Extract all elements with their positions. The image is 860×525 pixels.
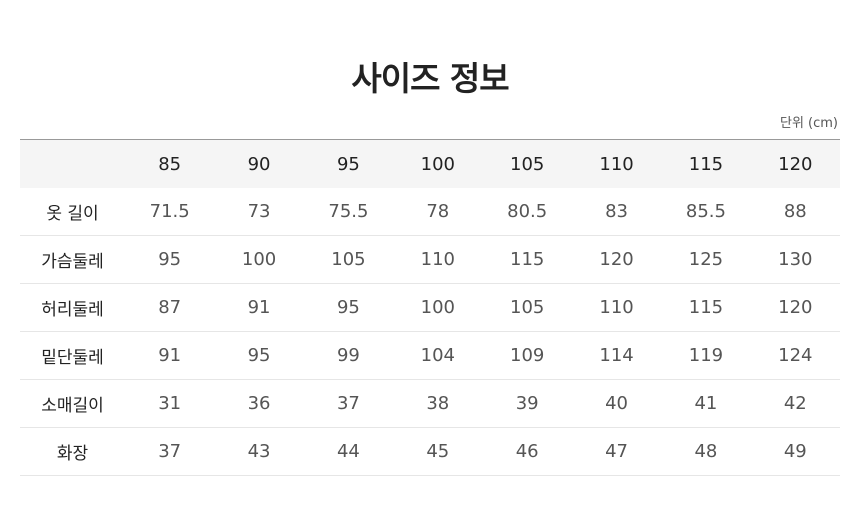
table-cell: 87 bbox=[125, 283, 215, 332]
table-cell: 40 bbox=[571, 379, 662, 428]
table-row: 화장 37 43 44 45 46 47 48 49 bbox=[20, 427, 840, 476]
unit-label: 단위 (cm) bbox=[779, 116, 838, 131]
table-cell: 47 bbox=[571, 427, 662, 476]
table-cell: 41 bbox=[661, 379, 751, 428]
size-header: 105 bbox=[510, 153, 545, 175]
size-header: 110 bbox=[599, 153, 634, 175]
table-cell: 48 bbox=[661, 427, 751, 476]
table-cell: 99 bbox=[303, 331, 394, 380]
table-cell: 100 bbox=[214, 235, 304, 284]
table-cell: 37 bbox=[303, 379, 394, 428]
header-empty-cell bbox=[20, 140, 125, 189]
table-cell: 80.5 bbox=[482, 188, 572, 236]
row-label: 가슴둘레 bbox=[20, 235, 125, 284]
table-cell: 95 bbox=[125, 235, 215, 284]
table-row: 옷 길이 71.5 73 75.5 78 80.5 83 85.5 88 bbox=[20, 188, 840, 236]
table-row: 허리둘레 87 91 95 100 105 110 115 120 bbox=[20, 283, 840, 332]
table-cell: 44 bbox=[303, 427, 394, 476]
table-cell: 119 bbox=[661, 331, 751, 380]
table-cell: 43 bbox=[214, 427, 304, 476]
table-cell: 95 bbox=[214, 331, 304, 380]
table-cell: 83 bbox=[571, 188, 662, 236]
table-cell: 46 bbox=[482, 427, 572, 476]
table-cell: 120 bbox=[750, 283, 840, 332]
size-header: 95 bbox=[336, 153, 360, 175]
table-cell: 36 bbox=[214, 379, 304, 428]
table-cell: 45 bbox=[393, 427, 483, 476]
table-cell: 115 bbox=[661, 283, 751, 332]
table-cell: 49 bbox=[750, 427, 840, 476]
table-cell: 114 bbox=[571, 331, 662, 380]
table-row: 밑단둘레 91 95 99 104 109 114 119 124 bbox=[20, 331, 840, 380]
table-cell: 115 bbox=[482, 235, 572, 284]
table-cell: 120 bbox=[571, 235, 662, 284]
table-cell: 73 bbox=[214, 188, 304, 236]
table-cell: 75.5 bbox=[303, 188, 394, 236]
table-cell: 109 bbox=[482, 331, 572, 380]
row-label: 소매길이 bbox=[20, 379, 125, 428]
table-cell: 105 bbox=[482, 283, 572, 332]
table-row: 가슴둘레 95 100 105 110 115 120 125 130 bbox=[20, 235, 840, 284]
table-cell: 110 bbox=[571, 283, 662, 332]
table-cell: 110 bbox=[393, 235, 483, 284]
size-header: 115 bbox=[688, 153, 724, 175]
table-cell: 130 bbox=[750, 235, 840, 284]
table-cell: 31 bbox=[125, 379, 215, 428]
row-label: 화장 bbox=[20, 427, 125, 476]
table-cell: 85.5 bbox=[661, 188, 751, 236]
table-cell: 88 bbox=[750, 188, 840, 236]
header-row: 85 90 95 100 105 110 115 120 bbox=[20, 139, 840, 189]
table-cell: 37 bbox=[125, 427, 215, 476]
size-header: 85 bbox=[158, 153, 182, 175]
table-cell: 100 bbox=[393, 283, 483, 332]
table-row: 소매길이 31 36 37 38 39 40 41 42 bbox=[20, 379, 840, 428]
table-cell: 105 bbox=[303, 235, 394, 284]
row-label: 밑단둘레 bbox=[20, 331, 125, 380]
table-cell: 78 bbox=[393, 188, 483, 236]
table-cell: 38 bbox=[393, 379, 483, 428]
size-header: 120 bbox=[778, 153, 813, 175]
table-cell: 124 bbox=[750, 331, 840, 380]
page-title: 사이즈 정보 bbox=[351, 59, 509, 98]
size-header: 100 bbox=[420, 153, 455, 175]
table-cell: 104 bbox=[393, 331, 483, 380]
table-cell: 39 bbox=[482, 379, 572, 428]
size-header: 90 bbox=[247, 153, 271, 175]
table-cell: 125 bbox=[661, 235, 751, 284]
table-cell: 91 bbox=[214, 283, 304, 332]
table-cell: 95 bbox=[303, 283, 394, 332]
row-label: 허리둘레 bbox=[20, 283, 125, 332]
size-table: 85 90 95 100 105 110 115 120 옷 길이 71.5 73 75.5 78 80… bbox=[20, 139, 840, 476]
table-cell: 71.5 bbox=[125, 188, 215, 236]
table-cell: 91 bbox=[125, 331, 215, 380]
table-cell: 42 bbox=[750, 379, 840, 428]
row-label: 옷 길이 bbox=[20, 188, 125, 236]
